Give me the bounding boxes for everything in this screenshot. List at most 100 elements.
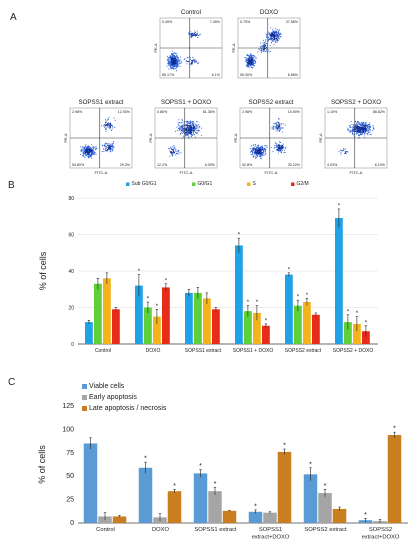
flow-point	[181, 119, 183, 121]
flow-point	[363, 123, 365, 125]
flow-point	[191, 131, 193, 133]
flow-point	[263, 44, 265, 46]
flow-point	[277, 143, 279, 145]
flow-point	[192, 56, 194, 58]
flow-point	[112, 147, 114, 149]
flow-point	[358, 134, 360, 136]
flow-point	[263, 154, 265, 156]
x-tick-label: DOXO	[152, 527, 170, 533]
flow-point	[194, 126, 196, 128]
flow-point	[167, 56, 169, 59]
flow-point	[178, 122, 180, 124]
flow-point	[265, 43, 267, 45]
flow-point	[266, 36, 268, 38]
flow-point	[269, 34, 272, 36]
flow-point	[366, 130, 368, 132]
flow-point	[93, 146, 95, 148]
flow-point	[261, 145, 263, 147]
flow-point	[360, 124, 362, 126]
flow-point	[188, 34, 190, 36]
flow-point	[110, 124, 112, 126]
flow-point	[194, 30, 196, 32]
flow-point	[348, 130, 350, 132]
flow-point	[190, 128, 193, 130]
flow-point	[340, 151, 342, 153]
flow-point	[168, 61, 170, 63]
flow-point	[250, 53, 252, 55]
flow-point	[186, 129, 188, 131]
flow-point	[350, 126, 352, 128]
quadrant-lower-right: 30.22%	[288, 163, 301, 167]
flow-point	[271, 37, 274, 40]
flow-point	[273, 35, 275, 37]
flow-point	[171, 152, 173, 155]
flow-point	[278, 150, 281, 152]
flow-point	[189, 63, 192, 65]
flow-point	[169, 61, 171, 63]
flow-point	[172, 59, 174, 62]
flow-point	[268, 51, 270, 53]
flow-point	[255, 61, 257, 64]
flow-point	[253, 154, 255, 156]
flow-point	[186, 127, 188, 129]
flow-point	[365, 125, 367, 127]
flow-point	[166, 55, 168, 57]
x-tick-label: SOPSS2	[369, 527, 392, 533]
flow-point	[186, 130, 188, 132]
flow-point	[183, 58, 185, 61]
quadrant-upper-right: 7.49%	[210, 20, 221, 24]
flow-point	[109, 123, 111, 125]
flow-point	[112, 141, 115, 143]
flow-point	[368, 123, 370, 125]
flow-point	[180, 61, 183, 63]
flow-point	[270, 27, 272, 29]
flow-point	[181, 119, 183, 122]
legend-swatch	[82, 406, 87, 411]
flow-point	[275, 31, 277, 33]
flow-point	[260, 150, 262, 152]
significance-star: *	[173, 483, 176, 490]
bar	[362, 331, 370, 344]
flow-point	[282, 143, 284, 145]
flow-point	[172, 53, 174, 55]
flow-plot-title: SOPSS2 extract	[248, 99, 293, 106]
flow-point	[363, 130, 365, 132]
flow-point	[247, 62, 249, 64]
flow-point	[367, 125, 369, 127]
flow-point	[175, 154, 177, 156]
flow-point	[260, 155, 262, 157]
flow-point	[87, 145, 89, 147]
flow-x-axis-label: FITC-A	[350, 170, 363, 175]
flow-point	[255, 151, 258, 153]
flow-point	[114, 126, 116, 129]
flow-point	[247, 57, 249, 59]
significance-star: *	[365, 320, 368, 326]
flow-point	[276, 130, 278, 132]
flow-point	[278, 125, 280, 127]
bar	[285, 274, 293, 344]
flow-point	[88, 147, 90, 149]
flow-point	[264, 48, 266, 50]
flow-point	[278, 145, 280, 147]
flow-point	[91, 154, 93, 156]
flow-point	[170, 58, 172, 60]
bar	[353, 323, 361, 344]
flow-point	[259, 157, 262, 159]
flow-point	[355, 129, 357, 131]
flow-point	[368, 126, 370, 128]
flow-point	[356, 122, 358, 124]
flow-point	[172, 50, 174, 52]
flow-point	[361, 133, 363, 135]
flow-point	[343, 152, 346, 155]
flow-point	[264, 43, 266, 45]
flow-point	[268, 32, 271, 34]
flow-point	[89, 148, 91, 150]
flow-point	[277, 36, 279, 38]
bar	[344, 322, 352, 344]
flow-point	[193, 133, 195, 135]
flow-point	[112, 125, 114, 127]
flow-point	[108, 149, 110, 151]
flow-point	[188, 124, 190, 126]
significance-star: *	[309, 461, 312, 468]
flow-point	[359, 133, 361, 135]
